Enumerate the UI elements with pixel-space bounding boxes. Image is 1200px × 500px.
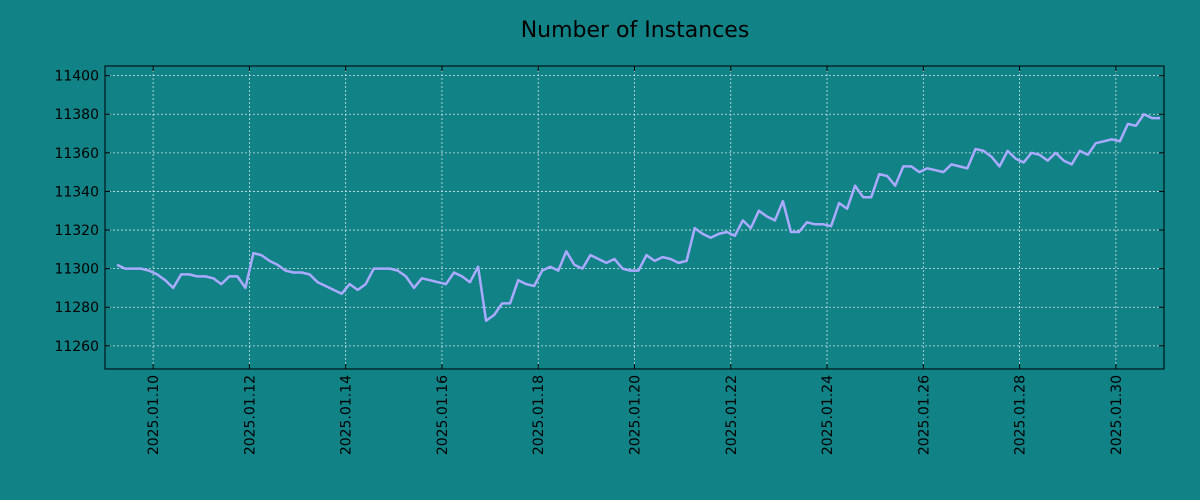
y-tick-label: 11400 xyxy=(54,69,99,85)
chart-title: Number of Instances xyxy=(521,18,750,43)
x-tick-label: 2025.01.22 xyxy=(724,375,740,455)
x-tick-label: 2025.01.10 xyxy=(146,375,162,455)
x-tick-label: 2025.01.14 xyxy=(339,375,355,455)
y-tick-label: 11300 xyxy=(54,262,99,278)
y-tick-label: 11340 xyxy=(54,184,99,200)
x-tick-label: 2025.01.26 xyxy=(916,375,932,455)
x-tick-label: 2025.01.28 xyxy=(1013,375,1029,455)
y-tick-label: 11360 xyxy=(54,146,99,162)
x-tick-label: 2025.01.20 xyxy=(628,375,644,455)
x-tick-label: 2025.01.18 xyxy=(531,375,547,455)
series-line xyxy=(116,112,1160,323)
y-tick-label: 11320 xyxy=(54,223,99,239)
tick-layer: 11260 11280 11300 11320 11340 11360 11380 11400… xyxy=(54,66,1164,455)
x-tick-label: 2025.01.24 xyxy=(820,375,836,455)
y-tick-label: 11280 xyxy=(54,300,99,316)
x-tick-label: 2025.01.12 xyxy=(242,375,258,455)
series-layer xyxy=(116,112,1160,323)
x-tick-label: 2025.01.30 xyxy=(1109,375,1125,455)
y-tick-label: 11380 xyxy=(54,107,99,123)
x-tick-label: 2025.01.16 xyxy=(435,375,451,455)
grid-layer xyxy=(105,66,1164,369)
y-tick-label: 11260 xyxy=(54,339,99,355)
